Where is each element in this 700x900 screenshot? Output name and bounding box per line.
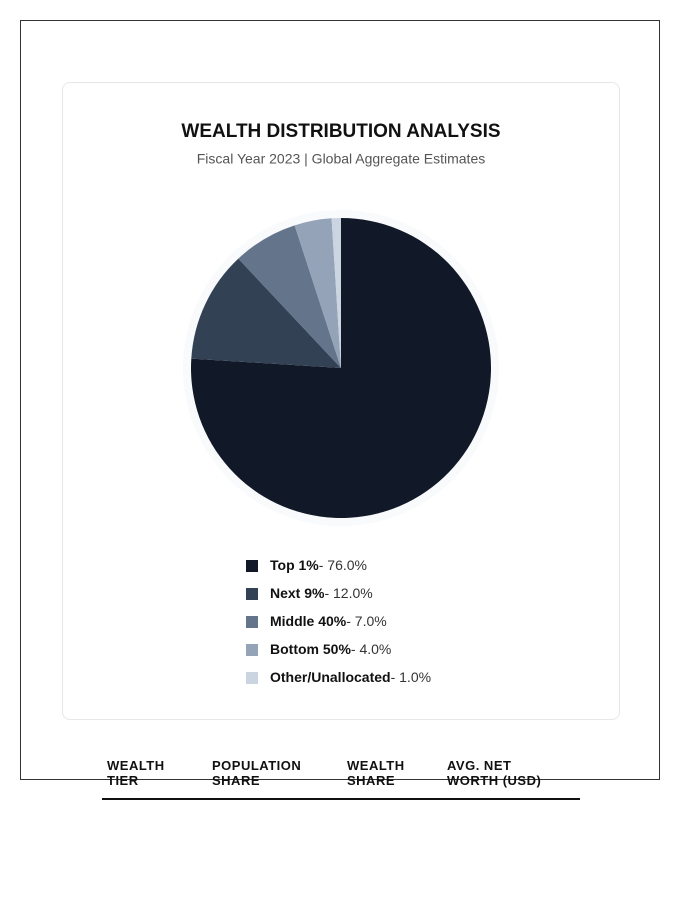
legend-swatch bbox=[246, 616, 258, 628]
chart-title: WEALTH DISTRIBUTION ANALYSIS bbox=[181, 121, 500, 142]
table-header: WEALTH TIER POPULATION SHARE WEALTH SHAR… bbox=[102, 758, 580, 800]
pie-slice bbox=[191, 258, 341, 368]
frame bbox=[20, 20, 660, 780]
legend-label: Top 1% bbox=[270, 557, 319, 573]
legend-label: Other/Unallocated bbox=[270, 669, 391, 685]
chart-card bbox=[62, 82, 620, 720]
legend-entry: Other/Unallocated- 1.0% bbox=[270, 669, 431, 685]
legend-entry: Next 9%- 12.0% bbox=[270, 585, 373, 601]
legend-entry: Bottom 50%- 4.0% bbox=[270, 641, 391, 657]
column-header: WEALTH SHARE bbox=[347, 758, 405, 788]
legend-swatch bbox=[246, 644, 258, 656]
column-header: WEALTH TIER bbox=[107, 758, 165, 788]
column-header: POPULATION SHARE bbox=[212, 758, 302, 788]
legend-value: - 4.0% bbox=[351, 641, 391, 657]
legend-entry: Top 1%- 76.0% bbox=[270, 557, 367, 573]
column-header: AVG. NET WORTH (USD) bbox=[447, 758, 542, 788]
legend-label: Middle 40% bbox=[270, 613, 347, 629]
pie-slice bbox=[294, 218, 341, 368]
legend-swatch bbox=[246, 588, 258, 600]
legend-value: - 7.0% bbox=[346, 613, 386, 629]
chart-subtitle: Fiscal Year 2023 | Global Aggregate Esti… bbox=[197, 151, 485, 167]
pie-slice bbox=[331, 218, 341, 368]
legend-swatch bbox=[246, 672, 258, 684]
legend-value: - 76.0% bbox=[319, 557, 367, 573]
legend-label: Next 9% bbox=[270, 585, 325, 601]
chart: WEALTH DISTRIBUTION ANALYSIS Fiscal Year… bbox=[181, 121, 500, 685]
legend-value: - 1.0% bbox=[391, 669, 431, 685]
legend-swatch bbox=[246, 560, 258, 572]
legend-entry: Middle 40%- 7.0% bbox=[270, 613, 387, 629]
legend-value: - 12.0% bbox=[324, 585, 372, 601]
legend-label: Bottom 50% bbox=[270, 641, 351, 657]
pie-slice bbox=[238, 225, 341, 368]
